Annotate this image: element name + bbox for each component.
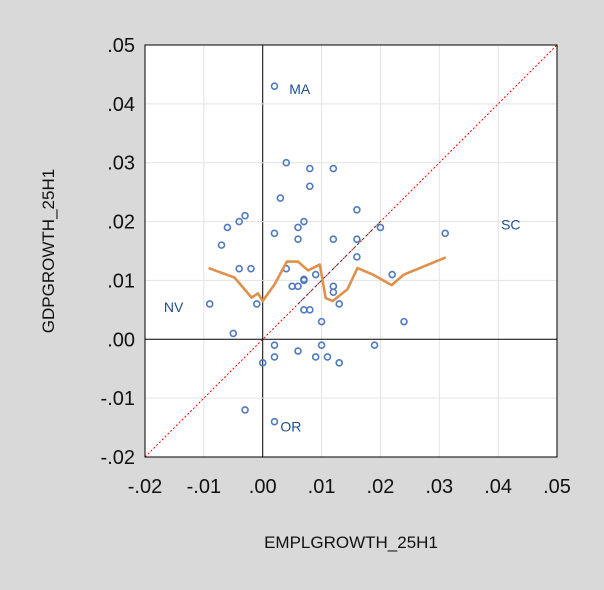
fit-line [208, 256, 447, 303]
x-tick-label: .04 [484, 476, 512, 498]
data-point [305, 182, 314, 191]
data-point [305, 164, 314, 173]
data-point [335, 359, 344, 367]
y-tick-label: -.02 [101, 447, 135, 469]
data-point [335, 300, 344, 308]
data-point [329, 288, 338, 297]
data-point [311, 353, 320, 361]
data-point [317, 341, 326, 349]
x-tick-label: .03 [425, 476, 453, 498]
data-point [276, 194, 285, 202]
y-tick-label: .01 [107, 270, 135, 292]
data-point [253, 300, 261, 308]
data-point [305, 306, 314, 314]
data-point [241, 211, 249, 220]
y-tick-label: .05 [107, 35, 135, 57]
y-tick-label: .02 [107, 212, 135, 234]
data-point [370, 341, 379, 349]
x-tick-label: .00 [249, 476, 277, 498]
x-tick-label: -.01 [187, 476, 221, 498]
data-point [270, 229, 279, 238]
data-point [300, 275, 308, 284]
data-point [229, 329, 238, 338]
y-tick-label: .00 [107, 329, 135, 351]
y-tick-label: -.01 [101, 388, 135, 410]
data-point [353, 206, 361, 214]
y-tick-label: .04 [107, 94, 135, 116]
x-tick-label: -.02 [128, 476, 162, 498]
data-point [235, 264, 243, 273]
data-point [205, 300, 214, 308]
45-degree-line-center [297, 221, 381, 305]
data-point [282, 158, 291, 167]
45-degree-line [144, 44, 558, 458]
data-point [294, 282, 302, 291]
data-point [311, 270, 320, 279]
x-tick-label: .02 [367, 476, 395, 498]
data-point [441, 229, 449, 238]
data-point [294, 223, 302, 232]
plot-frame [144, 44, 558, 458]
data-point [258, 359, 267, 367]
data-point [353, 253, 361, 261]
y-axis-label: GDPGROWTH_25H1 [39, 169, 58, 333]
data-point [294, 235, 302, 244]
data-point [270, 417, 279, 426]
data-point [323, 353, 332, 361]
data-point [235, 217, 243, 226]
x-tick-label: .01 [308, 476, 336, 498]
data-point [223, 223, 232, 232]
data-point [400, 317, 408, 326]
data-point [300, 217, 308, 226]
x-axis-label: EMPLGROWTH_25H1 [264, 533, 438, 552]
data-point [329, 235, 338, 244]
data-point [329, 164, 338, 173]
data-point [317, 317, 326, 326]
data-point [217, 241, 226, 249]
data-point [270, 353, 279, 361]
data-point [376, 223, 385, 232]
data-point [270, 82, 279, 90]
state-label: SC [501, 217, 520, 233]
state-label: NV [164, 299, 184, 315]
data-point [247, 264, 255, 273]
data-point [270, 341, 279, 349]
state-label: MA [289, 81, 311, 97]
data-point [241, 406, 249, 414]
y-tick-label: .03 [107, 153, 135, 175]
data-point [388, 270, 397, 279]
state-label: OR [280, 418, 301, 434]
data-point [353, 235, 361, 244]
x-tick-label: .05 [543, 476, 571, 498]
data-point [294, 347, 302, 355]
